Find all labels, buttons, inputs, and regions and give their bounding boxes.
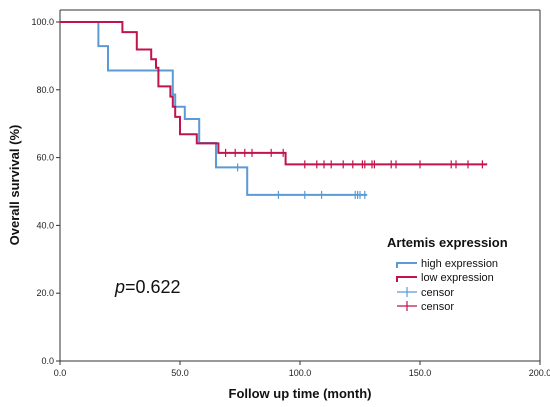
survival-curve-high-expression — [60, 21, 368, 196]
p-value-annotation: p=0.622 — [114, 277, 181, 297]
survival-curves — [60, 21, 488, 199]
legend-label-censor-high: censor — [421, 287, 454, 299]
y-tick-label: 100.0 — [31, 17, 54, 27]
y-ticks: 0.0 20.0 40.0 60.0 80.0 100.0 — [31, 17, 60, 366]
survival-curve-low-expression — [60, 21, 488, 166]
p-value-symbol: p — [114, 277, 125, 297]
legend-title: Artemis expression — [387, 235, 508, 250]
x-ticks: 0.0 50.0 100.0 150.0 200.0 — [54, 361, 550, 378]
legend: Artemis expression high expression low e… — [387, 235, 508, 313]
x-tick-label: 0.0 — [54, 368, 67, 378]
axes — [59, 9, 541, 362]
legend-label-high-expression: high expression — [421, 258, 498, 270]
x-axis-title: Follow up time (month) — [229, 386, 372, 401]
legend-label-low-expression: low expression — [421, 272, 494, 284]
y-tick-label: 40.0 — [36, 220, 54, 230]
y-tick-label: 60.0 — [36, 153, 54, 163]
x-tick-label: 100.0 — [289, 368, 312, 378]
x-tick-label: 50.0 — [171, 368, 189, 378]
y-tick-label: 80.0 — [36, 85, 54, 95]
y-axis-title: Overall survival (%) — [7, 125, 22, 246]
legend-swatch-high-expression — [396, 262, 417, 268]
x-tick-label: 150.0 — [409, 368, 432, 378]
legend-label-censor-low: censor — [421, 301, 454, 313]
y-tick-label: 0.0 — [41, 356, 54, 366]
x-tick-label: 200.0 — [529, 368, 550, 378]
p-value-text: =0.622 — [125, 277, 181, 297]
y-tick-label: 20.0 — [36, 288, 54, 298]
legend-swatch-low-expression — [396, 276, 417, 282]
